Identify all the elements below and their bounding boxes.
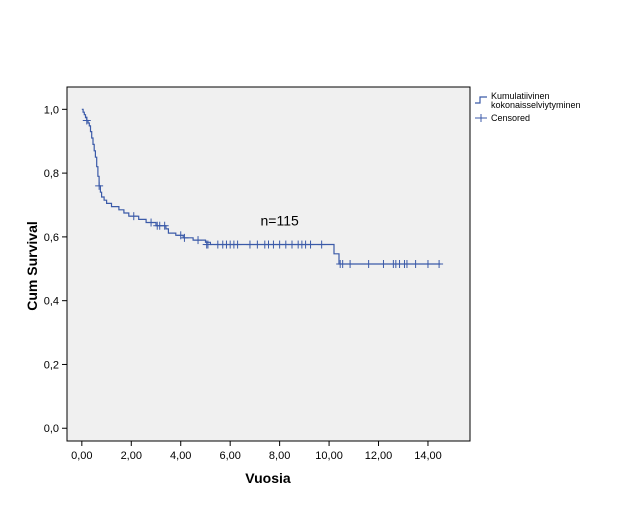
censored-mark <box>253 240 262 249</box>
censored-mark <box>423 260 432 268</box>
censored-mark <box>379 260 388 268</box>
censored-mark <box>233 240 242 249</box>
y-tick-label: 0,4 <box>44 296 59 308</box>
censored-mark <box>346 260 355 268</box>
y-tick-label: 1,0 <box>44 104 59 116</box>
censored-mark <box>317 240 326 249</box>
y-tick-label: 0,2 <box>44 359 59 371</box>
x-tick-label: 8,00 <box>269 450 290 462</box>
censored-mark <box>82 116 91 125</box>
censored-mark <box>364 260 373 268</box>
censored-mark <box>411 260 420 268</box>
x-tick-label: 2,00 <box>121 450 142 462</box>
x-tick-label: 4,00 <box>170 450 191 462</box>
censored-mark <box>306 240 315 249</box>
y-axis: 0,0 0,2 0,4 0,6 0,8 1,0 <box>44 104 67 435</box>
y-axis-title: Cum Survival <box>24 221 40 310</box>
censored-mark <box>180 233 189 242</box>
annotation-n: n=115 <box>260 213 298 229</box>
y-tick-label: 0,8 <box>44 168 59 180</box>
censored-mark <box>129 212 138 221</box>
censored-mark <box>338 260 347 268</box>
survival-step-line <box>81 108 441 265</box>
censored-mark <box>435 260 444 268</box>
series-layer <box>81 108 444 268</box>
x-tick-label: 0,00 <box>71 450 92 462</box>
censored-mark <box>203 240 212 249</box>
x-axis-title: Vuosia <box>245 470 291 486</box>
legend-label-survival: kokonaisselviytyminen <box>491 100 581 110</box>
y-tick-label: 0,6 <box>44 232 59 244</box>
censored-mark <box>402 260 411 268</box>
legend-label-censored: Censored <box>491 113 530 123</box>
legend-label-survival: Kumulatiivinen <box>491 91 550 101</box>
legend-symbol-survival <box>475 96 487 104</box>
censored-mark <box>147 218 156 227</box>
x-tick-label: 12,00 <box>365 450 393 462</box>
x-tick-label: 6,00 <box>219 450 240 462</box>
y-tick-label: 0,0 <box>44 423 59 435</box>
censored-mark <box>160 221 169 230</box>
censored-mark <box>194 236 203 245</box>
censored-mark <box>245 240 254 249</box>
x-tick-label: 10,00 <box>315 450 343 462</box>
x-tick-label: 14,00 <box>414 450 442 462</box>
censored-mark <box>95 181 104 190</box>
x-axis: 0,00 2,00 4,00 6,00 8,00 10,00 12,00 14,00 <box>71 441 442 462</box>
